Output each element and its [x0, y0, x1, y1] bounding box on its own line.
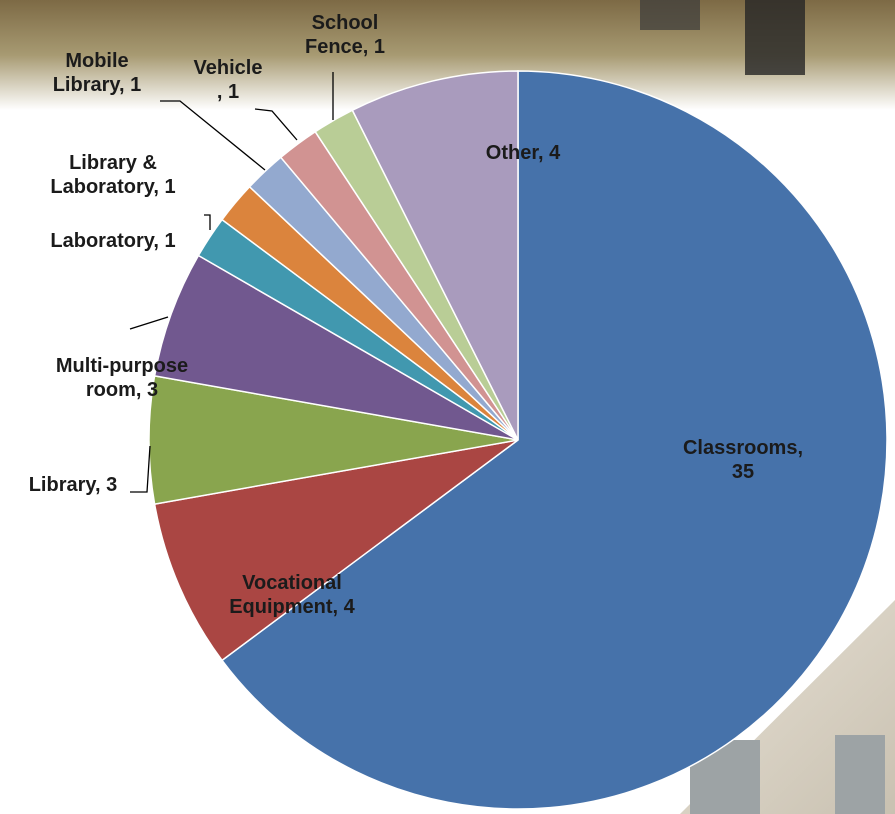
background-window	[835, 735, 885, 814]
data-label: Other, 4	[485, 142, 561, 164]
leader-line	[204, 214, 211, 230]
pie-slice: Multi-purpose room	[153, 254, 519, 441]
data-label: Classrooms, 35	[682, 437, 804, 483]
leader-lines	[129, 72, 334, 493]
data-label: Library & Laboratory, 1	[50, 152, 176, 198]
background-figure	[745, 0, 805, 75]
data-label: Vocational Equipment, 4	[229, 572, 355, 618]
leader-line	[129, 316, 169, 330]
pie-slice: Library	[148, 375, 519, 505]
data-label: Multi-purpose room, 3	[55, 355, 189, 401]
leader-line	[254, 108, 298, 141]
pie: ClassroomsVocational EquipmentLibraryMul…	[148, 70, 888, 810]
data-label: Vehicle , 1	[193, 57, 263, 103]
data-label: Library, 3	[28, 474, 118, 496]
pie-slice: Other	[351, 70, 519, 441]
data-label: Laboratory, 1	[50, 230, 176, 252]
data-label: Mobile Library, 1	[52, 50, 142, 96]
leader-line	[130, 445, 151, 493]
pie-slice: Classrooms	[220, 70, 888, 810]
pie-slice: Vocational Equipment	[153, 439, 519, 662]
leader-line	[160, 100, 266, 171]
data-label: School Fence, 1	[304, 12, 386, 58]
background-figure	[640, 0, 700, 30]
